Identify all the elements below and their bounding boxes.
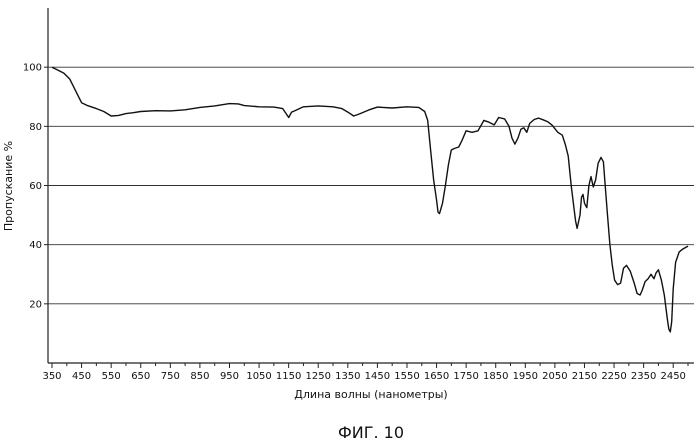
x-axis-title: Длина волны (нанометры) [294,388,447,401]
x-tick-label-450: 450 [72,371,91,382]
x-tick-label-2450: 2450 [660,371,685,382]
x-tick-label-1250: 1250 [306,371,331,382]
x-tick-label-850: 850 [190,371,209,382]
x-tick-label-1450: 1450 [365,371,390,382]
series-line-1 [52,67,688,332]
plot-area: 20 40 60 80 100 350 450 550 650 750 850 950 1050 115… [23,8,694,382]
x-tick-label-550: 550 [102,371,121,382]
x-tick-label-1950: 1950 [513,371,538,382]
x-tick-label-1750: 1750 [453,371,478,382]
x-tick-label-1050: 1050 [246,371,271,382]
series-layer [52,67,688,332]
x-tick-label-2350: 2350 [631,371,656,382]
x-tick-label-2250: 2250 [601,371,626,382]
x-tick-label-1350: 1350 [335,371,360,382]
x-tick-label-1650: 1650 [424,371,449,382]
y-tick-label-80: 80 [29,122,42,133]
x-tick-label-1850: 1850 [483,371,508,382]
x-tick-label-750: 750 [161,371,180,382]
y-tick-label-20: 20 [29,299,42,310]
x-ticks: 350 450 550 650 750 850 950 1050 1150 1250 1350 145… [42,363,688,382]
figure-caption: ФИГ. 10 [338,423,404,442]
y-tick-label-100: 100 [23,63,42,74]
x-tick-label-1550: 1550 [394,371,419,382]
y-ticks: 20 40 60 80 100 [23,63,48,311]
y-axis-title: Пропускание % [2,141,15,231]
x-tick-label-950: 950 [220,371,239,382]
x-tick-label-350: 350 [42,371,61,382]
y-tick-label-40: 40 [29,240,42,251]
x-tick-label-650: 650 [131,371,150,382]
x-tick-label-2050: 2050 [542,371,567,382]
y-tick-label-60: 60 [29,181,42,192]
x-tick-label-1150: 1150 [276,371,301,382]
x-tick-label-2150: 2150 [572,371,597,382]
grid-lines [48,67,694,304]
